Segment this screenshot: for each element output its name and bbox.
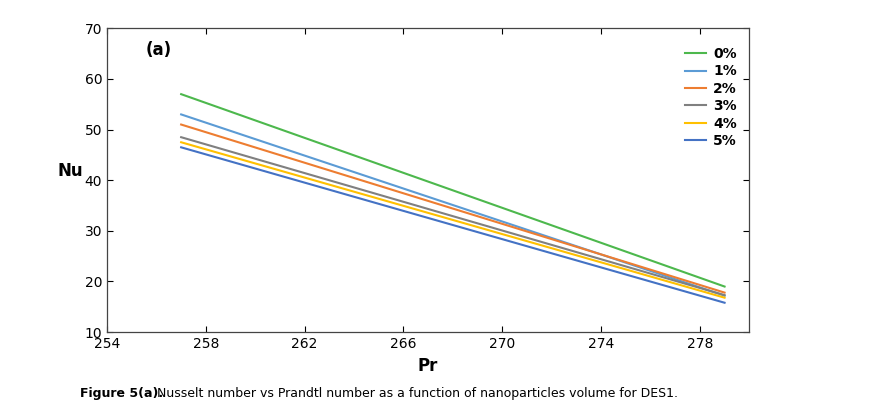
X-axis label: Pr: Pr xyxy=(418,356,438,375)
Y-axis label: Nu: Nu xyxy=(58,162,84,180)
Text: Nusselt number vs Prandtl number as a function of nanoparticles volume for DES1.: Nusselt number vs Prandtl number as a fu… xyxy=(153,387,679,400)
Legend: 0%, 1%, 2%, 3%, 4%, 5%: 0%, 1%, 2%, 3%, 4%, 5% xyxy=(680,41,742,154)
Text: Figure 5(a).: Figure 5(a). xyxy=(80,387,163,400)
Text: (a): (a) xyxy=(145,40,171,58)
